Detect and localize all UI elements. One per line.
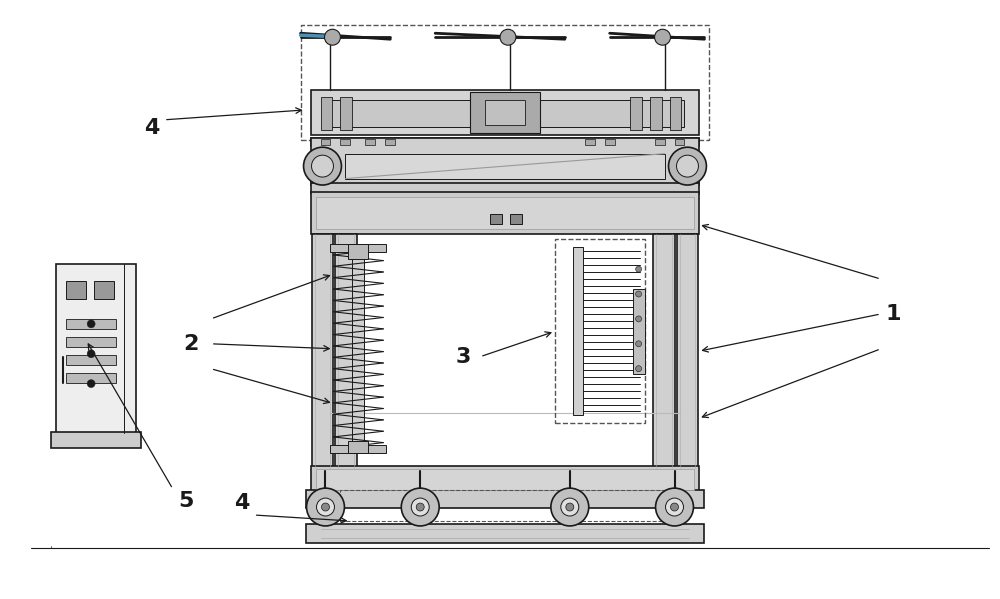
Bar (311, 466, 699, 493)
Bar (56, 264, 136, 433)
Circle shape (411, 498, 429, 516)
Bar (670, 97, 681, 130)
Bar (330, 445, 386, 453)
Bar (335, 234, 357, 468)
Circle shape (416, 503, 424, 511)
Circle shape (669, 147, 706, 185)
Bar (316, 198, 694, 229)
Circle shape (317, 498, 334, 516)
Bar (316, 469, 694, 490)
Circle shape (566, 503, 574, 511)
Circle shape (677, 155, 698, 177)
Bar (633, 289, 645, 374)
Circle shape (321, 503, 329, 511)
Bar (655, 139, 665, 145)
Text: 4: 4 (234, 493, 249, 513)
Bar (490, 214, 502, 225)
Circle shape (551, 488, 589, 526)
Bar (470, 92, 540, 133)
Circle shape (307, 488, 344, 526)
Bar (66, 337, 116, 347)
Circle shape (500, 29, 516, 45)
Circle shape (401, 488, 439, 526)
Bar (510, 214, 522, 225)
Bar (500, 97, 512, 130)
Bar (301, 25, 709, 140)
Circle shape (655, 29, 671, 45)
Circle shape (87, 350, 95, 358)
Bar (348, 441, 368, 453)
Circle shape (87, 380, 95, 388)
Circle shape (636, 316, 642, 322)
Bar (325, 100, 684, 127)
Circle shape (666, 498, 683, 516)
Circle shape (656, 488, 693, 526)
Bar (330, 244, 386, 252)
Bar (348, 244, 368, 259)
Bar (311, 138, 699, 184)
Bar (573, 247, 583, 416)
Text: 1: 1 (886, 304, 901, 324)
Bar (365, 139, 375, 145)
Bar (650, 97, 662, 130)
Circle shape (636, 291, 642, 297)
Circle shape (312, 155, 333, 177)
Bar (340, 490, 670, 521)
Circle shape (324, 29, 340, 45)
Circle shape (636, 266, 642, 272)
Bar (66, 355, 116, 365)
Bar (311, 192, 699, 234)
Bar (653, 234, 675, 468)
Bar (311, 183, 699, 195)
Text: 4: 4 (144, 118, 159, 138)
Bar (94, 281, 114, 299)
Circle shape (671, 503, 679, 511)
Circle shape (636, 366, 642, 371)
Circle shape (561, 498, 579, 516)
Circle shape (304, 147, 341, 185)
Bar (51, 432, 141, 448)
Bar (311, 90, 699, 135)
Bar (66, 281, 86, 299)
Bar (66, 319, 116, 329)
Bar (555, 239, 645, 423)
Bar (306, 490, 704, 508)
Bar (585, 139, 595, 145)
Bar (520, 97, 532, 130)
Bar (485, 100, 525, 125)
Bar (352, 244, 364, 453)
Text: 3: 3 (455, 347, 471, 367)
Bar (605, 139, 615, 145)
Bar (321, 139, 330, 145)
Circle shape (636, 341, 642, 347)
Bar (66, 373, 116, 383)
Bar (480, 97, 492, 130)
Bar (385, 139, 395, 145)
Circle shape (87, 320, 95, 328)
Bar (340, 139, 350, 145)
Bar (312, 234, 333, 468)
Bar (321, 97, 332, 130)
Bar (675, 139, 684, 145)
Bar (630, 97, 642, 130)
Bar (345, 154, 665, 179)
Text: 2: 2 (183, 334, 198, 354)
Text: 5: 5 (178, 491, 193, 511)
Bar (306, 524, 704, 543)
Bar (340, 97, 352, 130)
Bar (311, 138, 699, 146)
Bar (677, 234, 698, 468)
